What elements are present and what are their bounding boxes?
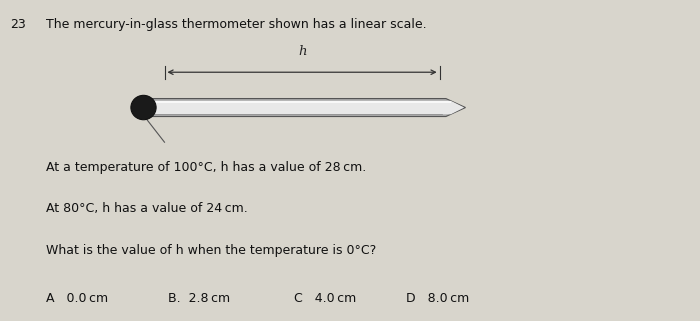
Text: 23: 23 <box>10 18 27 30</box>
Text: C   4.0 cm: C 4.0 cm <box>294 292 356 305</box>
Text: At 80°C, h has a value of 24 cm.: At 80°C, h has a value of 24 cm. <box>46 202 247 215</box>
Text: h: h <box>298 45 307 58</box>
Text: A   0.0 cm: A 0.0 cm <box>46 292 108 305</box>
Text: At a temperature of 100°C, h has a value of 28 cm.: At a temperature of 100°C, h has a value… <box>46 160 365 173</box>
Text: D   8.0 cm: D 8.0 cm <box>406 292 469 305</box>
Text: What is the value of h when the temperature is 0°C?: What is the value of h when the temperat… <box>46 244 376 257</box>
Text: The mercury-in-glass thermometer shown has a linear scale.: The mercury-in-glass thermometer shown h… <box>46 18 426 30</box>
Ellipse shape <box>131 95 156 120</box>
PathPatch shape <box>150 101 464 114</box>
Text: B.  2.8 cm: B. 2.8 cm <box>168 292 230 305</box>
PathPatch shape <box>150 101 451 103</box>
PathPatch shape <box>150 99 466 117</box>
